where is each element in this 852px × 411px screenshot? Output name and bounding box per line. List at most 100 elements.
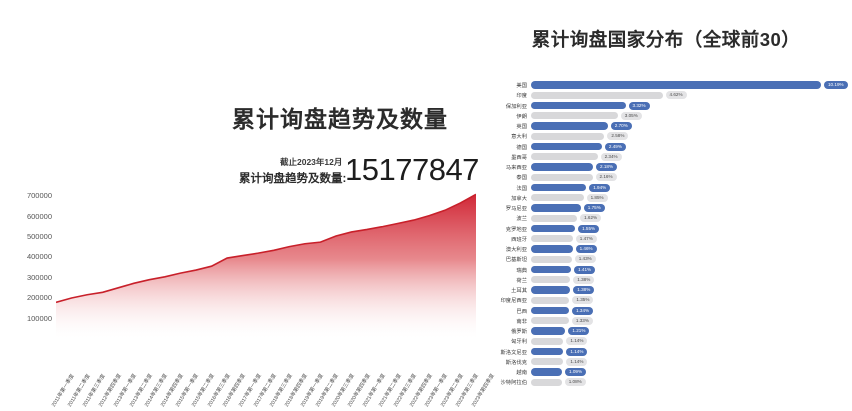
country-bar-row[interactable]: 荷兰 1.38%: [480, 275, 852, 285]
country-bar-row[interactable]: 英国 2.70%: [480, 121, 852, 131]
trend-area-svg: [56, 193, 476, 338]
country-bar-row[interactable]: 越南 1.09%: [480, 367, 852, 377]
country-bar-row[interactable]: 斯洛文尼亚 1.14%: [480, 347, 852, 357]
country-bar-label: 澳大利亚: [505, 247, 527, 254]
country-bar-row[interactable]: 法国 1.94%: [480, 183, 852, 193]
country-bar-row[interactable]: 泰国 2.16%: [480, 172, 852, 182]
country-bar-track: 2.58%: [531, 131, 852, 141]
country-bar-track: 4.62%: [531, 90, 852, 100]
country-bar-fill: [531, 245, 573, 253]
kpi-value: 15177847: [345, 152, 479, 187]
country-bar-value: 3.32%: [628, 101, 650, 110]
y-axis-tick: 300000: [26, 272, 52, 282]
trend-area-fill: [56, 194, 476, 338]
country-bar-fill: [531, 153, 598, 161]
country-bar-value: 4.62%: [665, 91, 687, 100]
country-bar-fill: [531, 91, 663, 99]
country-bar-row[interactable]: 瑞典 1.41%: [480, 265, 852, 275]
country-bar-value: 1.08%: [564, 378, 586, 387]
country-bar-row[interactable]: 沙特阿拉伯 1.08%: [480, 377, 852, 387]
country-bar-value: 1.94%: [589, 183, 611, 192]
country-bar-label: 法国: [516, 185, 527, 192]
country-bar-label: 罗马尼亚: [505, 206, 527, 213]
country-bar-row[interactable]: 斯洛伐克 1.14%: [480, 357, 852, 367]
country-bar-fill: [531, 317, 569, 325]
country-bar-fill: [531, 255, 572, 263]
country-bar-track: 1.34%: [531, 306, 852, 316]
country-bar-row[interactable]: 澳大利亚 1.46%: [480, 244, 852, 254]
country-bar-value: 2.18%: [596, 163, 618, 171]
country-bar-row[interactable]: 波兰 1.62%: [480, 213, 852, 223]
country-bar-row[interactable]: 马来西亚 2.18%: [480, 162, 852, 172]
country-bar-track: 1.85%: [531, 193, 852, 203]
country-bar-value: 1.33%: [571, 316, 593, 325]
country-bar-value: 1.62%: [580, 214, 602, 223]
country-bar-value: 1.09%: [565, 368, 587, 376]
country-bar-label: 斯洛文尼亚: [500, 349, 528, 356]
country-bar-label: 巴基斯坦: [505, 257, 527, 264]
country-bar-label: 土耳其: [511, 288, 527, 295]
country-bar-value: 1.14%: [566, 347, 588, 356]
country-chart-title: 累计询盘国家分布（全球前30）: [531, 29, 801, 50]
country-bar-row[interactable]: 南非 1.33%: [480, 316, 852, 326]
country-bar-row[interactable]: 巴西 1.34%: [480, 306, 852, 316]
country-bar-value: 2.58%: [607, 132, 629, 141]
country-bar-row[interactable]: 西班牙 1.47%: [480, 234, 852, 244]
country-bar-label: 英国: [516, 124, 527, 131]
country-bar-row[interactable]: 土耳其 1.38%: [480, 285, 852, 295]
country-bar-row[interactable]: 罗马尼亚 1.75%: [480, 203, 852, 213]
country-bar-value: 1.35%: [572, 296, 594, 305]
country-bar-row[interactable]: 克罗地亚 1.55%: [480, 224, 852, 234]
country-bar-fill: [531, 286, 571, 294]
country-bar-row[interactable]: 印度尼西亚 1.35%: [480, 295, 852, 305]
country-bar-row[interactable]: 匈牙利 1.14%: [480, 336, 852, 346]
y-axis-tick: 200000: [26, 293, 52, 303]
country-bar-value: 1.34%: [572, 306, 594, 315]
country-bar-fill: [531, 183, 587, 192]
country-bar-label: 荷兰: [516, 277, 527, 284]
y-axis-tick: 600000: [26, 211, 52, 221]
country-bar-value: 2.49%: [604, 142, 626, 151]
country-bar-fill: [531, 358, 564, 366]
country-bar-value: 2.34%: [600, 152, 622, 161]
country-bar-label: 加拿大: [511, 195, 527, 202]
country-bar-label: 南非: [516, 318, 527, 325]
country-bar-value: 1.21%: [568, 327, 590, 335]
country-bar-fill: [531, 265, 572, 274]
country-bar-fill: [531, 163, 593, 171]
country-bar-track: 1.33%: [531, 316, 852, 326]
country-bar-row[interactable]: 德国 2.49%: [480, 142, 852, 152]
trend-chart-panel: 累计询盘趋势及数量 截止2023年12月 累计询盘趋势及数量: 15177847…: [26, 106, 496, 408]
country-bar-label: 西班牙: [511, 236, 527, 243]
y-axis-tick: 100000: [26, 313, 52, 323]
country-bar-label: 马来西亚: [505, 165, 527, 172]
country-bar-track: 1.14%: [531, 357, 852, 367]
country-bar-track: 1.35%: [531, 295, 852, 305]
country-bar-row[interactable]: 伊朗 3.05%: [480, 111, 852, 121]
country-bar-label: 克罗地亚: [505, 226, 527, 233]
country-bar-row[interactable]: 美国 10.19%: [480, 80, 852, 90]
country-bar-track: 1.75%: [531, 203, 852, 213]
country-bar-row[interactable]: 俄罗斯 1.21%: [480, 326, 852, 336]
country-bar-label: 美国: [516, 83, 527, 90]
country-bar-value: 3.05%: [620, 111, 642, 120]
country-bar-row[interactable]: 墨西哥 2.34%: [480, 152, 852, 162]
country-bar-value: 1.55%: [578, 224, 600, 233]
country-bar-value: 1.47%: [575, 234, 597, 243]
country-bar-label: 印度尼西亚: [500, 298, 528, 305]
country-bar-track: 1.38%: [531, 275, 852, 285]
country-bar-fill: [531, 204, 581, 212]
country-bar-row[interactable]: 意大利 2.58%: [480, 131, 852, 141]
country-bar-track: 1.94%: [531, 183, 852, 193]
country-bar-fill: [531, 368, 562, 376]
country-bar-row[interactable]: 印度 4.62%: [480, 90, 852, 100]
country-bar-track: 2.34%: [531, 152, 852, 162]
country-bar-row[interactable]: 加拿大 1.85%: [480, 193, 852, 203]
country-bar-row[interactable]: 巴基斯坦 1.43%: [480, 254, 852, 264]
country-chart-panel: 累计询盘国家分布（全球前30） 美国 10.19% 印度 4.62% 保加利亚 3.32%…: [480, 0, 852, 411]
country-bar-track: 1.47%: [531, 234, 852, 244]
country-bar-track: 1.38%: [531, 285, 852, 295]
country-bar-row[interactable]: 保加利亚 3.32%: [480, 101, 852, 111]
country-bar-track: 1.41%: [531, 265, 852, 275]
